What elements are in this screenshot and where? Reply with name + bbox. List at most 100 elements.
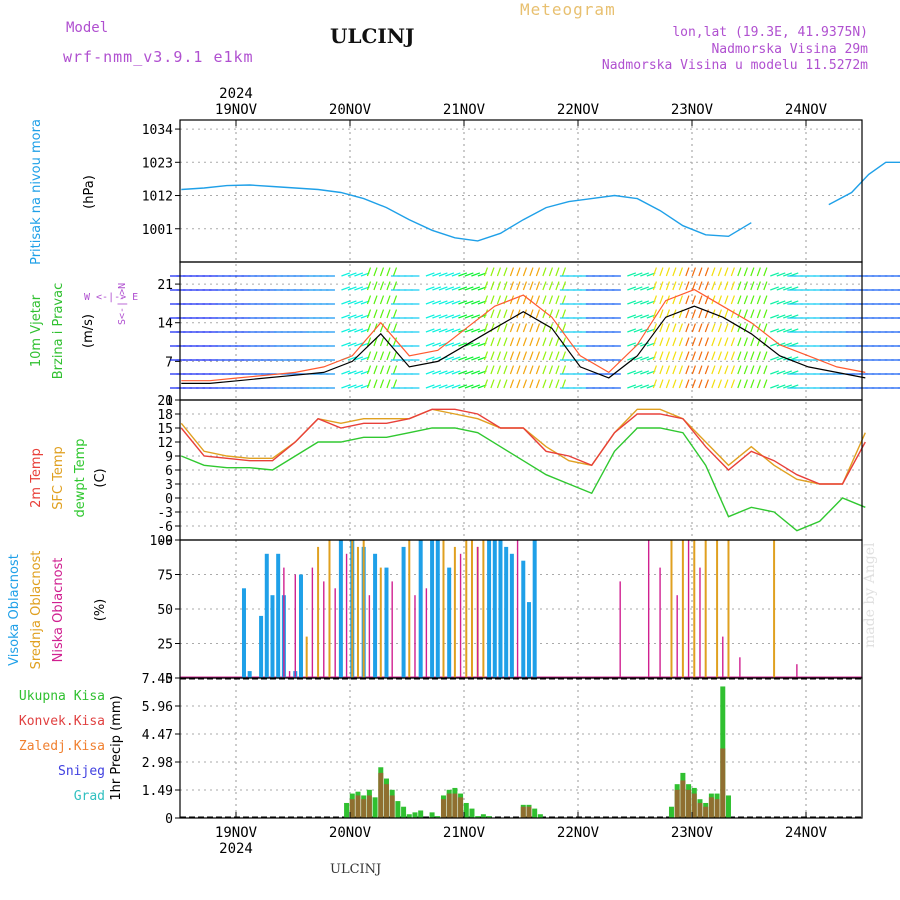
cloud-high-bar bbox=[401, 546, 406, 678]
wind-arrow bbox=[783, 342, 792, 347]
wind-arrow bbox=[737, 309, 742, 319]
wind-arrow bbox=[633, 384, 643, 389]
cloud-low-bar bbox=[391, 581, 393, 678]
wind-arrow bbox=[561, 323, 567, 333]
wind-arrow bbox=[542, 295, 547, 305]
wind-arrow bbox=[750, 379, 755, 389]
wind-arrow bbox=[737, 351, 742, 361]
cloud-low-bar bbox=[476, 546, 479, 678]
precip-legend-item: Konvek.Kisa bbox=[19, 714, 105, 729]
wind-arrow bbox=[678, 365, 683, 375]
wind-arrow bbox=[717, 337, 722, 347]
cloud-mid-bar bbox=[317, 546, 320, 678]
wind-arrow bbox=[366, 281, 372, 291]
wind-arrow bbox=[522, 379, 528, 389]
wind-arrow bbox=[770, 384, 779, 389]
wind-arrow bbox=[730, 309, 735, 319]
wind-arrow bbox=[776, 272, 786, 277]
day-label-top: 23NOV bbox=[671, 102, 714, 118]
wind-arrow bbox=[711, 351, 716, 361]
day-label-bottom: 20NOV bbox=[329, 825, 372, 841]
cloud-low-bar bbox=[414, 595, 416, 678]
wind-arrow bbox=[555, 365, 560, 375]
y-tick-label: 75 bbox=[157, 569, 173, 584]
wind-arrow bbox=[347, 356, 357, 361]
wind-arrow bbox=[698, 365, 703, 375]
cloud-mid-bar bbox=[681, 540, 684, 678]
wind-arrow bbox=[535, 281, 541, 291]
wind-arrow bbox=[445, 384, 455, 389]
wind-arrow bbox=[770, 314, 779, 319]
y-tick-label: 14 bbox=[157, 317, 173, 332]
wind-arrow bbox=[347, 286, 357, 291]
wind-arrow bbox=[743, 267, 748, 277]
wind-arrow bbox=[659, 323, 664, 333]
wind-arrow bbox=[464, 314, 474, 319]
cloud-unit: (%) bbox=[93, 599, 108, 622]
wind-arrow bbox=[503, 323, 508, 333]
wind-arrow bbox=[776, 328, 786, 333]
wind-arrow bbox=[555, 379, 560, 389]
wind-arrow bbox=[425, 314, 435, 319]
wind-arrow bbox=[503, 337, 508, 347]
wind-arrow bbox=[685, 309, 690, 319]
y-tick-label: 1.49 bbox=[142, 784, 173, 799]
wind-arrow bbox=[763, 309, 768, 319]
wind-arrow bbox=[445, 314, 455, 319]
dewpt-line bbox=[181, 427, 866, 532]
wind-arrow bbox=[698, 379, 703, 389]
wind-arrow bbox=[379, 309, 385, 319]
pressure-axis-title: Pritisak na nivou mora bbox=[29, 119, 44, 265]
wind-arrow bbox=[783, 300, 792, 305]
cloud-low-bar bbox=[647, 540, 650, 678]
wind-arrow bbox=[373, 267, 378, 277]
wind-arrow bbox=[763, 351, 768, 361]
wind-arrow bbox=[386, 267, 391, 277]
wind-arrow bbox=[756, 267, 761, 277]
wind-arrow bbox=[542, 267, 547, 277]
y-tick-label: -9 bbox=[157, 534, 173, 549]
precip-conv-bar bbox=[720, 748, 726, 818]
wind-arrow bbox=[471, 384, 481, 389]
wind-arrow bbox=[730, 295, 735, 305]
wind-arrow bbox=[516, 337, 521, 347]
wind-arrow bbox=[783, 370, 792, 375]
wind-arrow bbox=[770, 272, 779, 277]
wind-arrow bbox=[471, 342, 481, 347]
wind-arrow bbox=[640, 300, 650, 305]
cloud-high-bar bbox=[492, 540, 497, 678]
wind-arrow bbox=[685, 281, 690, 291]
wind-arrow bbox=[529, 281, 534, 291]
cloud-mid-bar bbox=[356, 546, 359, 678]
pressure-line-tail bbox=[828, 161, 900, 206]
wind-arrow bbox=[445, 272, 455, 277]
wind-arrow bbox=[483, 337, 489, 347]
y-tick-label: 6 bbox=[165, 464, 173, 479]
wind-arrow bbox=[490, 295, 495, 305]
y-tick-label: 15 bbox=[157, 422, 173, 437]
wind-arrow bbox=[535, 323, 541, 333]
wind-arrow bbox=[458, 272, 468, 277]
wind-arrow bbox=[659, 281, 664, 291]
wind-arrow bbox=[354, 314, 364, 319]
wind-arrow bbox=[529, 365, 534, 375]
wind-arrow bbox=[496, 309, 502, 319]
wind-arrow bbox=[425, 342, 435, 347]
wind-arrow bbox=[386, 295, 391, 305]
wind-arrow bbox=[471, 272, 481, 277]
wind-arrow bbox=[341, 286, 351, 291]
wind-arrow bbox=[529, 267, 534, 277]
wind-arrow bbox=[561, 337, 567, 347]
cloud-mid-bar bbox=[442, 540, 445, 678]
wind-arrow bbox=[691, 309, 696, 319]
wind-arrow bbox=[445, 300, 455, 305]
wind-arrow bbox=[451, 300, 461, 305]
wind-arrow bbox=[691, 365, 696, 375]
precip-total-bar bbox=[463, 802, 469, 818]
precip-conv-bar bbox=[526, 806, 532, 818]
wind-arrow bbox=[535, 351, 541, 361]
wind-arrow bbox=[737, 323, 742, 333]
wind-arrow bbox=[366, 267, 372, 277]
precip-conv-bar bbox=[697, 802, 703, 818]
wind-arrow bbox=[451, 286, 461, 291]
